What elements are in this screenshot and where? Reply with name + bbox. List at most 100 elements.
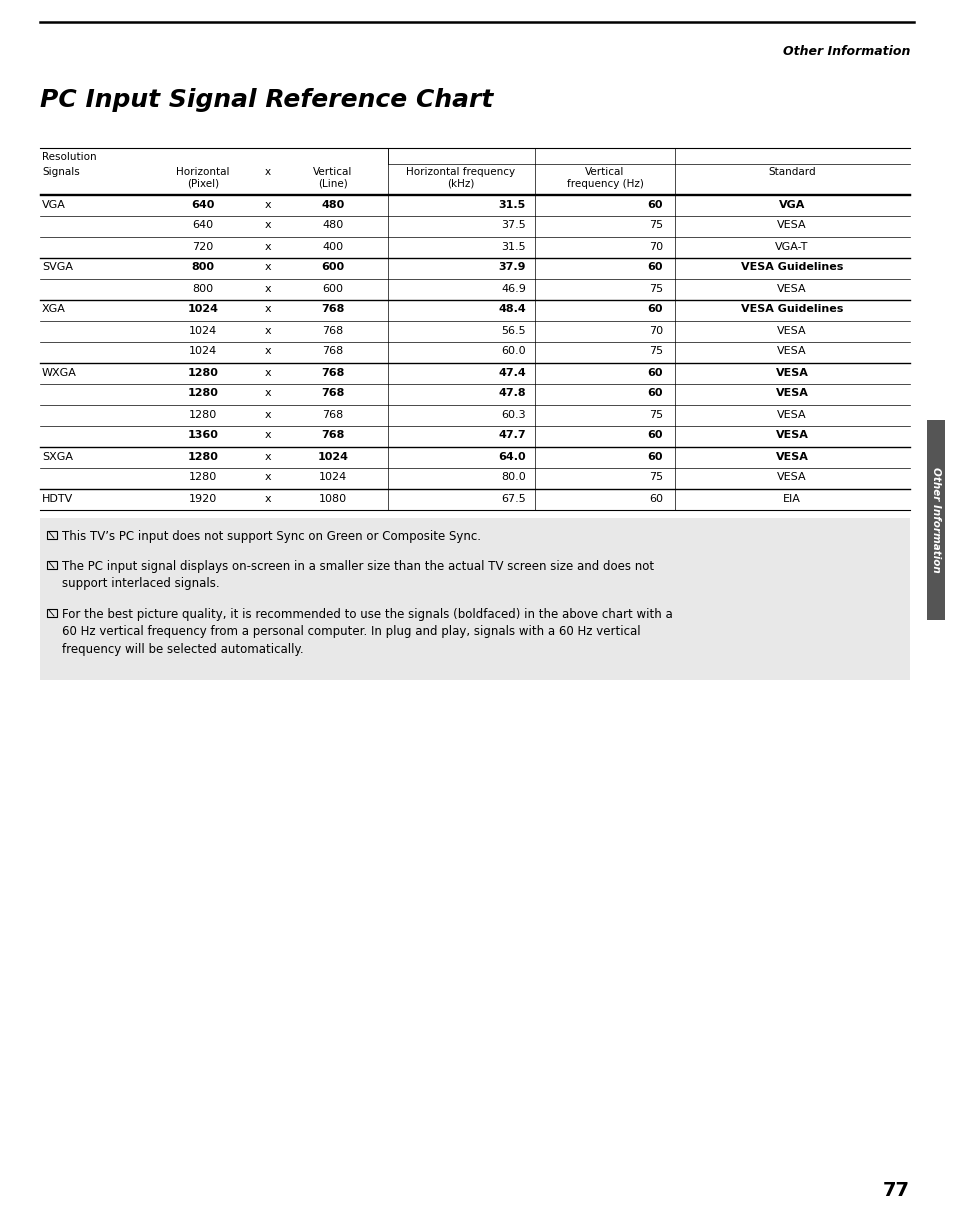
Text: 46.9: 46.9 xyxy=(500,283,525,293)
Text: 70: 70 xyxy=(648,326,662,336)
Text: VESA: VESA xyxy=(775,388,807,398)
Text: VGA: VGA xyxy=(778,199,804,210)
Text: 37.5: 37.5 xyxy=(500,221,525,231)
Text: 60: 60 xyxy=(647,368,662,377)
Text: SXGA: SXGA xyxy=(42,452,73,462)
FancyBboxPatch shape xyxy=(926,420,944,620)
Text: 640: 640 xyxy=(193,221,213,231)
Text: HDTV: HDTV xyxy=(42,493,73,503)
Text: Horizontal frequency
(kHz): Horizontal frequency (kHz) xyxy=(406,167,515,188)
Text: x: x xyxy=(264,283,271,293)
Text: 75: 75 xyxy=(648,473,662,482)
Text: 47.4: 47.4 xyxy=(497,368,525,377)
Text: Standard: Standard xyxy=(767,167,815,177)
Text: WXGA: WXGA xyxy=(42,368,77,377)
Text: VESA: VESA xyxy=(775,452,807,462)
Text: 400: 400 xyxy=(322,242,343,252)
Text: x: x xyxy=(264,409,271,420)
Text: 768: 768 xyxy=(321,388,344,398)
Text: VESA: VESA xyxy=(777,347,806,357)
Text: 37.9: 37.9 xyxy=(498,263,525,272)
Text: 64.0: 64.0 xyxy=(497,452,525,462)
Text: 1024: 1024 xyxy=(189,347,217,357)
Text: 1024: 1024 xyxy=(189,326,217,336)
Text: This TV’s PC input does not support Sync on Green or Composite Sync.: This TV’s PC input does not support Sync… xyxy=(62,530,480,543)
Text: PC Input Signal Reference Chart: PC Input Signal Reference Chart xyxy=(40,88,493,112)
Text: VGA: VGA xyxy=(42,199,66,210)
Text: 60: 60 xyxy=(647,263,662,272)
Text: x: x xyxy=(264,263,271,272)
Text: VESA: VESA xyxy=(775,368,807,377)
Text: 80.0: 80.0 xyxy=(500,473,525,482)
Text: x: x xyxy=(264,242,271,252)
Text: x: x xyxy=(264,493,271,503)
Text: SVGA: SVGA xyxy=(42,263,73,272)
Text: 1280: 1280 xyxy=(188,368,218,377)
Text: VESA: VESA xyxy=(777,283,806,293)
Text: Vertical
(Line): Vertical (Line) xyxy=(313,167,353,188)
Text: Resolution: Resolution xyxy=(42,151,96,162)
Text: 1024: 1024 xyxy=(318,473,347,482)
Text: Horizontal
(Pixel): Horizontal (Pixel) xyxy=(176,167,230,188)
Text: 768: 768 xyxy=(322,409,343,420)
Text: 768: 768 xyxy=(321,304,344,315)
Text: 1280: 1280 xyxy=(188,388,218,398)
Text: XGA: XGA xyxy=(42,304,66,315)
Text: 31.5: 31.5 xyxy=(498,199,525,210)
Text: 60: 60 xyxy=(647,304,662,315)
Text: 768: 768 xyxy=(321,368,344,377)
Text: 1280: 1280 xyxy=(189,409,217,420)
Text: 768: 768 xyxy=(321,431,344,441)
Text: EIA: EIA xyxy=(782,493,801,503)
Text: 56.5: 56.5 xyxy=(501,326,525,336)
Text: x: x xyxy=(264,326,271,336)
Text: 800: 800 xyxy=(192,263,214,272)
Text: 600: 600 xyxy=(321,263,344,272)
Text: VESA Guidelines: VESA Guidelines xyxy=(740,304,842,315)
Text: 1920: 1920 xyxy=(189,493,217,503)
Text: 70: 70 xyxy=(648,242,662,252)
Text: 75: 75 xyxy=(648,347,662,357)
Text: 60: 60 xyxy=(647,452,662,462)
Text: 48.4: 48.4 xyxy=(497,304,525,315)
Text: 1280: 1280 xyxy=(189,473,217,482)
Text: Other Information: Other Information xyxy=(930,468,940,573)
Text: 60: 60 xyxy=(647,388,662,398)
Text: 800: 800 xyxy=(193,283,213,293)
Text: x: x xyxy=(264,473,271,482)
Text: 1280: 1280 xyxy=(188,452,218,462)
FancyBboxPatch shape xyxy=(40,518,909,680)
Text: x: x xyxy=(264,347,271,357)
Text: VESA: VESA xyxy=(777,473,806,482)
Text: For the best picture quality, it is recommended to use the signals (boldfaced) i: For the best picture quality, it is reco… xyxy=(62,608,672,656)
Text: 600: 600 xyxy=(322,283,343,293)
Text: x: x xyxy=(264,304,271,315)
Text: 75: 75 xyxy=(648,409,662,420)
Text: 47.7: 47.7 xyxy=(497,431,525,441)
Text: 768: 768 xyxy=(322,326,343,336)
Text: Vertical
frequency (Hz): Vertical frequency (Hz) xyxy=(566,167,642,188)
Text: x: x xyxy=(264,221,271,231)
Text: 720: 720 xyxy=(193,242,213,252)
Text: 47.8: 47.8 xyxy=(497,388,525,398)
Text: VESA: VESA xyxy=(777,221,806,231)
Text: x: x xyxy=(264,388,271,398)
Text: VESA Guidelines: VESA Guidelines xyxy=(740,263,842,272)
Text: 77: 77 xyxy=(882,1181,909,1200)
Text: 1024: 1024 xyxy=(317,452,348,462)
Text: 1080: 1080 xyxy=(318,493,347,503)
Text: VESA: VESA xyxy=(777,409,806,420)
Text: 1360: 1360 xyxy=(188,431,218,441)
Text: 75: 75 xyxy=(648,221,662,231)
Text: 60: 60 xyxy=(648,493,662,503)
Text: x: x xyxy=(264,452,271,462)
Text: 1024: 1024 xyxy=(188,304,218,315)
Text: 75: 75 xyxy=(648,283,662,293)
Text: Other Information: Other Information xyxy=(781,45,909,59)
Text: VESA: VESA xyxy=(777,326,806,336)
Text: x: x xyxy=(264,368,271,377)
Text: 31.5: 31.5 xyxy=(501,242,525,252)
Text: 60.3: 60.3 xyxy=(501,409,525,420)
Text: x: x xyxy=(264,199,271,210)
Text: VGA-T: VGA-T xyxy=(775,242,808,252)
